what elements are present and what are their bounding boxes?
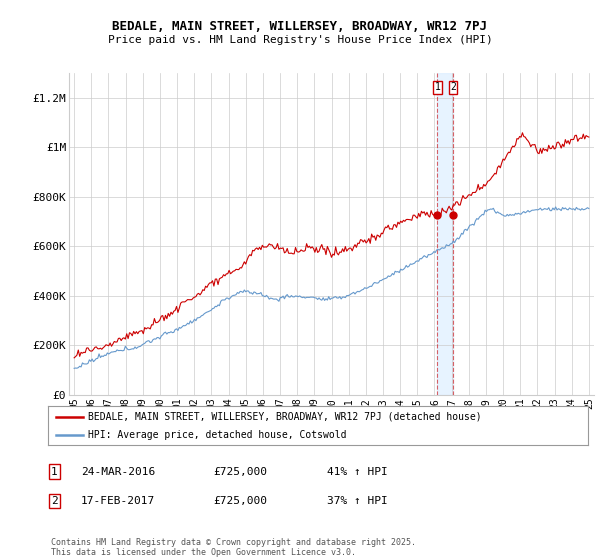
Text: 2: 2 (51, 496, 58, 506)
Bar (437, 73, 453, 395)
Text: BEDALE, MAIN STREET, WILLERSEY, BROADWAY, WR12 7PJ (detached house): BEDALE, MAIN STREET, WILLERSEY, BROADWAY… (89, 412, 482, 422)
Text: 17-FEB-2017: 17-FEB-2017 (81, 496, 155, 506)
Text: 41% ↑ HPI: 41% ↑ HPI (327, 466, 388, 477)
Text: 37% ↑ HPI: 37% ↑ HPI (327, 496, 388, 506)
Text: 24-MAR-2016: 24-MAR-2016 (81, 466, 155, 477)
Text: 1: 1 (51, 466, 58, 477)
Text: 2: 2 (450, 82, 456, 92)
Text: BEDALE, MAIN STREET, WILLERSEY, BROADWAY, WR12 7PJ: BEDALE, MAIN STREET, WILLERSEY, BROADWAY… (113, 20, 487, 32)
Text: HPI: Average price, detached house, Cotswold: HPI: Average price, detached house, Cots… (89, 430, 347, 440)
Text: Contains HM Land Registry data © Crown copyright and database right 2025.
This d: Contains HM Land Registry data © Crown c… (51, 538, 416, 557)
Text: Price paid vs. HM Land Registry's House Price Index (HPI): Price paid vs. HM Land Registry's House … (107, 35, 493, 45)
Text: £725,000: £725,000 (213, 466, 267, 477)
Text: £725,000: £725,000 (213, 496, 267, 506)
Text: 1: 1 (434, 82, 440, 92)
